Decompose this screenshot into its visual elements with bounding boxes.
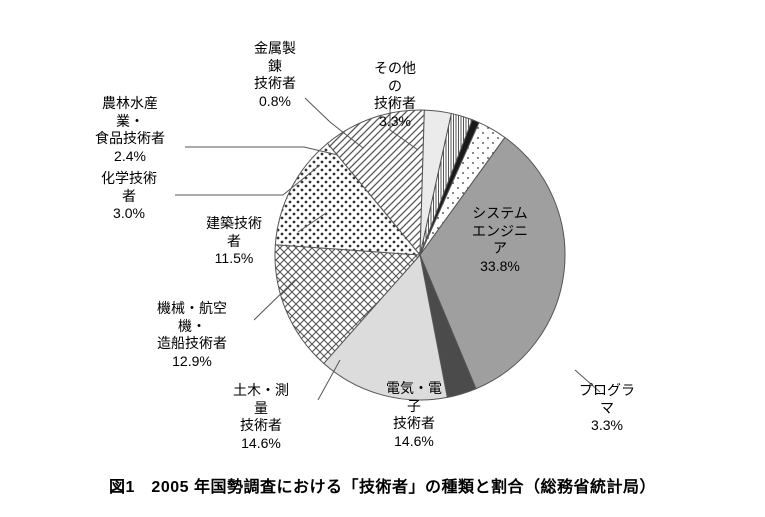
leader-agri_food xyxy=(185,147,338,155)
pie-chart-container: その他の 技術者 3.3%システム エンジニア 33.8%プログラマ 3.3%電… xyxy=(0,0,765,517)
leader-programmer xyxy=(575,370,600,392)
figure-caption: 図1 2005 年国勢調査における「技術者」の種類と割合（総務省統計局） xyxy=(0,473,765,497)
pie-chart xyxy=(0,0,765,517)
